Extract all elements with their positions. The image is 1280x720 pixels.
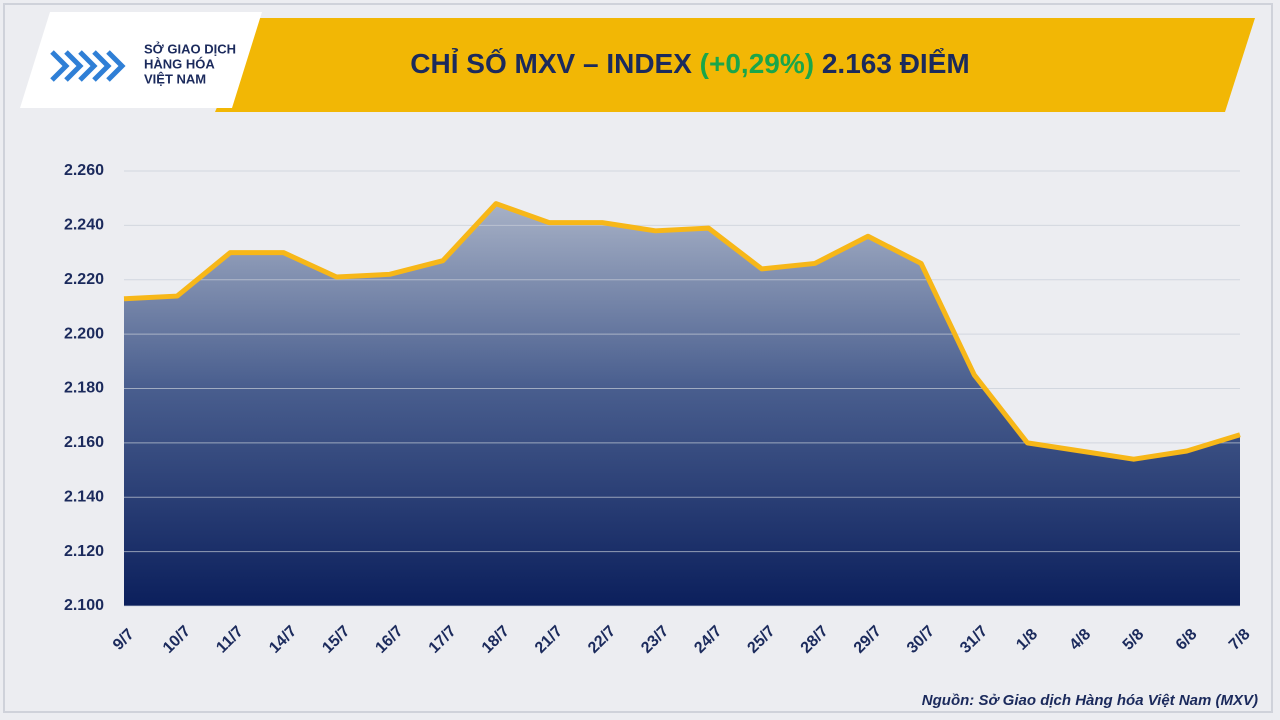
y-tick-label: 2.260 xyxy=(64,162,104,179)
y-tick-label: 2.160 xyxy=(64,434,104,451)
logo-text: VIỆT NAM xyxy=(144,71,206,86)
y-tick-label: 2.180 xyxy=(64,380,104,397)
source: Nguồn: Sở Giao dịch Hàng hóa Việt Nam (M… xyxy=(922,692,1258,709)
line xyxy=(123,201,1241,462)
y-tick-label: 2.240 xyxy=(64,217,104,234)
area xyxy=(124,203,1240,606)
logo-panel xyxy=(20,12,262,108)
title-part: CHỈ SỐ MXV – INDEX xyxy=(410,47,692,79)
title-part: 2.163 ĐIỂM xyxy=(814,48,970,79)
logo-text: HÀNG HÓA xyxy=(144,56,215,71)
y-tick-label: 2.100 xyxy=(64,597,104,614)
y-tick-label: 2.120 xyxy=(64,543,104,560)
y-tick-label: 2.140 xyxy=(64,488,104,505)
y-tick-label: 2.200 xyxy=(64,325,104,342)
frame xyxy=(3,3,1273,713)
title-banner xyxy=(215,18,1255,112)
title-part: (+0,29%) xyxy=(692,48,814,79)
y-tick-label: 2.220 xyxy=(64,271,104,288)
logo-text: SỞ GIAO DỊCH xyxy=(144,41,236,56)
chart-title: CHỈ SỐ MXV – INDEX (+0,29%) 2.163 ĐIỂM xyxy=(410,47,969,79)
logo-icon xyxy=(50,50,126,82)
